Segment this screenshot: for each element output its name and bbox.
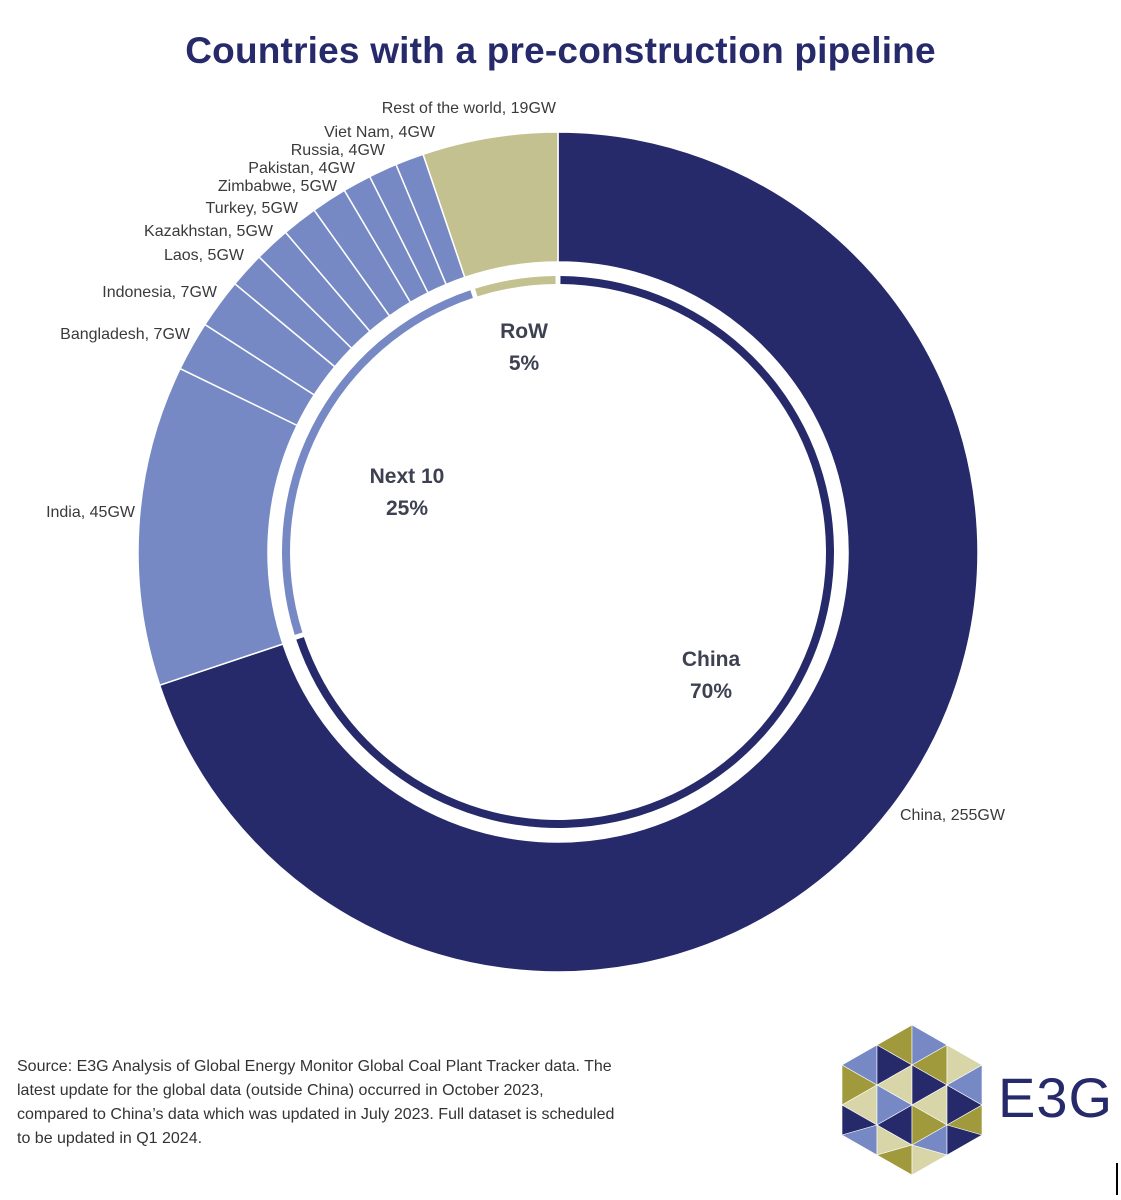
slice-label-china: China, 255GW: [900, 807, 1006, 824]
chart-title: Countries with a pre-construction pipeli…: [185, 30, 936, 71]
corner-mark: [1116, 1163, 1118, 1195]
slice-label-kazakhstan: Kazakhstan, 5GW: [144, 223, 274, 240]
slice-label-zimbabwe: Zimbabwe, 5GW: [218, 178, 338, 195]
inner-label-row: RoW 5%: [500, 320, 548, 375]
logo-text: E3G: [998, 1066, 1114, 1129]
inner-label-china: China 70%: [682, 648, 741, 703]
slice-label-russia: Russia, 4GW: [291, 142, 386, 159]
e3g-logo-icon: [842, 1025, 982, 1175]
slice-label-pakistan: Pakistan, 4GW: [248, 160, 356, 177]
donut-chart: China, 255GW India, 45GW Bangladesh, 7GW In…: [46, 100, 1006, 973]
source-note: Source: E3G Analysis of Global Energy Mo…: [17, 1058, 615, 1147]
slice-label-indonesia: Indonesia, 7GW: [102, 284, 218, 301]
inner-ring-labels: RoW 5% Next 10 25% China 70%: [370, 320, 741, 703]
slice-china: [158, 131, 979, 973]
outer-ring: [137, 131, 979, 973]
slice-label-viet-nam: Viet Nam, 4GW: [324, 124, 436, 141]
slice-label-rest-of-the-world: Rest of the world, 19GW: [382, 100, 557, 117]
inner-segment-row: [475, 276, 556, 297]
slice-label-laos: Laos, 5GW: [164, 247, 245, 264]
slice-rest-of-the-world: [422, 131, 559, 279]
inner-segment-china: [296, 276, 835, 828]
slice-india: [137, 367, 299, 687]
slice-label-bangladesh: Bangladesh, 7GW: [60, 326, 191, 343]
inner-label-next-10: Next 10 25%: [370, 465, 445, 520]
slice-label-india: India, 45GW: [46, 504, 136, 521]
slice-labels: China, 255GW India, 45GW Bangladesh, 7GW In…: [46, 100, 1006, 824]
inner-ring: [282, 276, 835, 828]
slice-label-turkey: Turkey, 5GW: [206, 200, 299, 217]
